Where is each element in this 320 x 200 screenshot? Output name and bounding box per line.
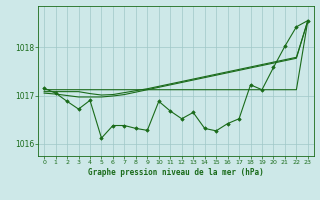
X-axis label: Graphe pression niveau de la mer (hPa): Graphe pression niveau de la mer (hPa) (88, 168, 264, 177)
